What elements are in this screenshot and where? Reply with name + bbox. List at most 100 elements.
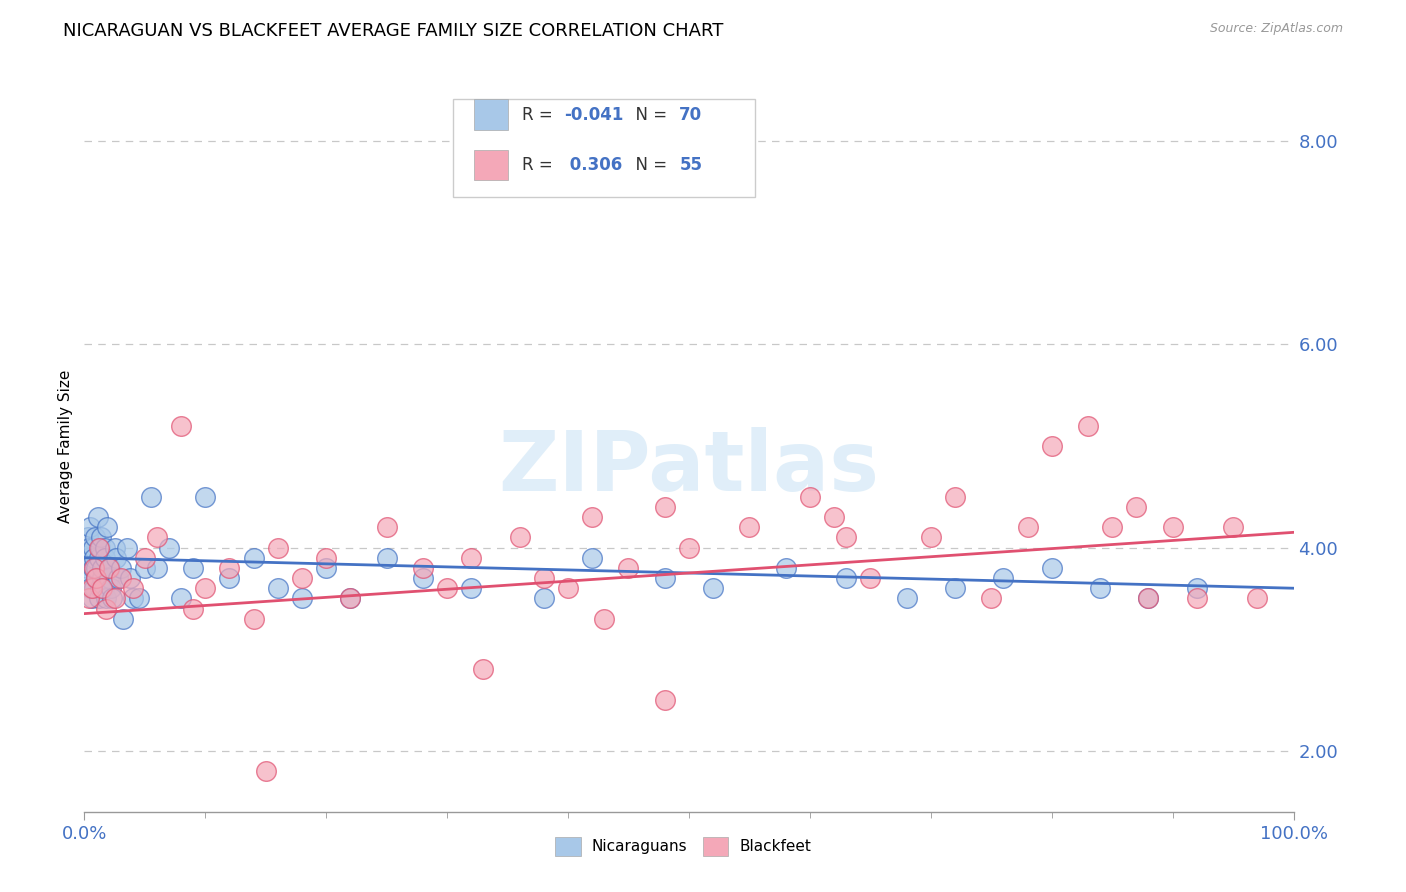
Point	[83, 550, 105, 565]
Point	[121, 591, 143, 606]
Point	[82, 541, 104, 555]
Text: N =: N =	[624, 105, 672, 124]
Text: -0.041: -0.041	[564, 105, 624, 124]
Point	[472, 663, 495, 677]
Point	[77, 550, 100, 565]
Point	[533, 571, 555, 585]
Point	[654, 500, 676, 514]
Point	[943, 490, 966, 504]
Point	[79, 581, 101, 595]
Point	[89, 581, 111, 595]
Point	[412, 571, 434, 585]
Point	[1088, 581, 1111, 595]
Point	[1185, 581, 1208, 595]
Point	[97, 571, 120, 585]
Point	[1137, 591, 1160, 606]
Point	[84, 530, 107, 544]
Point	[859, 571, 882, 585]
Point	[581, 510, 603, 524]
Point	[91, 561, 114, 575]
Point	[82, 561, 104, 575]
Text: 70: 70	[679, 105, 703, 124]
Point	[76, 561, 98, 575]
Point	[896, 591, 918, 606]
Point	[100, 581, 122, 595]
Point	[254, 764, 277, 778]
Point	[509, 530, 531, 544]
Point	[94, 550, 117, 565]
Point	[218, 561, 240, 575]
Point	[339, 591, 361, 606]
Point	[823, 510, 845, 524]
Point	[87, 541, 110, 555]
Point	[104, 550, 127, 565]
Point	[139, 490, 162, 504]
Point	[115, 541, 138, 555]
Point	[170, 591, 193, 606]
Text: R =: R =	[522, 105, 558, 124]
Point	[654, 693, 676, 707]
Point	[678, 541, 700, 555]
Point	[87, 550, 110, 565]
FancyBboxPatch shape	[703, 837, 728, 856]
Point	[83, 581, 105, 595]
Point	[460, 550, 482, 565]
Point	[375, 520, 398, 534]
Point	[315, 561, 337, 575]
FancyBboxPatch shape	[474, 150, 508, 180]
Point	[94, 541, 117, 555]
Text: NICARAGUAN VS BLACKFEET AVERAGE FAMILY SIZE CORRELATION CHART: NICARAGUAN VS BLACKFEET AVERAGE FAMILY S…	[63, 22, 724, 40]
Point	[593, 612, 616, 626]
Point	[1125, 500, 1147, 514]
Point	[80, 591, 103, 606]
Point	[107, 571, 129, 585]
Point	[375, 550, 398, 565]
Point	[146, 561, 169, 575]
Point	[1137, 591, 1160, 606]
Point	[157, 541, 180, 555]
Point	[93, 581, 115, 595]
Point	[146, 530, 169, 544]
Point	[77, 541, 100, 555]
Point	[267, 581, 290, 595]
Point	[181, 601, 204, 615]
Point	[920, 530, 942, 544]
Point	[1017, 520, 1039, 534]
Point	[101, 591, 124, 606]
Point	[993, 571, 1015, 585]
Point	[128, 591, 150, 606]
Point	[96, 520, 118, 534]
Point	[112, 612, 135, 626]
Point	[90, 530, 112, 544]
Point	[121, 581, 143, 595]
Point	[1222, 520, 1244, 534]
Point	[98, 561, 121, 575]
Point	[86, 571, 108, 585]
Point	[980, 591, 1002, 606]
Point	[97, 561, 120, 575]
Point	[1101, 520, 1123, 534]
Point	[799, 490, 821, 504]
Point	[86, 571, 108, 585]
Point	[242, 612, 264, 626]
Point	[835, 571, 858, 585]
Point	[557, 581, 579, 595]
Point	[943, 581, 966, 595]
Point	[87, 591, 110, 606]
FancyBboxPatch shape	[555, 837, 581, 856]
Point	[134, 561, 156, 575]
Point	[1040, 561, 1063, 575]
Text: 0.306: 0.306	[564, 156, 623, 174]
Point	[181, 561, 204, 575]
Point	[83, 561, 105, 575]
Point	[80, 581, 103, 595]
Point	[291, 591, 314, 606]
Point	[120, 571, 142, 585]
Text: 55: 55	[679, 156, 702, 174]
Point	[77, 591, 100, 606]
Point	[86, 510, 108, 524]
Point	[617, 561, 640, 575]
Point	[94, 591, 117, 606]
Point	[89, 541, 111, 555]
Point	[1185, 591, 1208, 606]
